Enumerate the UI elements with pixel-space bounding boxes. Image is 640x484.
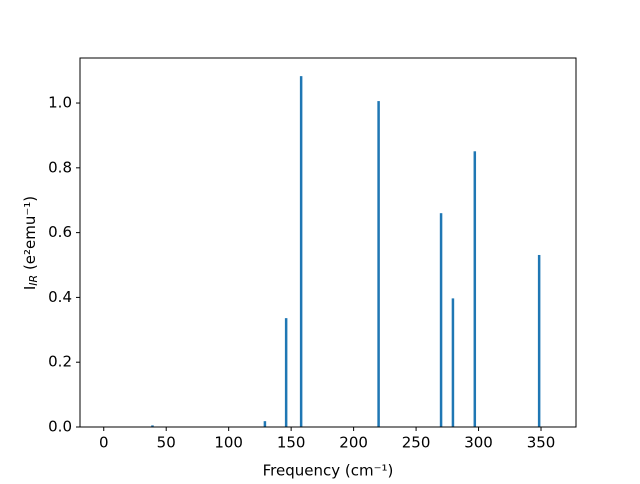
bar xyxy=(473,151,477,427)
y-tick-label: 0.6 xyxy=(48,223,72,241)
y-tick-label: 0.8 xyxy=(48,158,72,176)
y-axis-label: IIR (e²emu⁻¹) xyxy=(21,196,41,290)
bar xyxy=(377,101,380,427)
y-label-main: I xyxy=(21,286,39,290)
x-tick-label: 50 xyxy=(157,434,176,452)
x-tick-label: 150 xyxy=(277,434,306,452)
bar xyxy=(263,421,267,427)
y-label-unit: (e²emu⁻¹) xyxy=(21,196,39,275)
x-tick-label: 250 xyxy=(402,434,431,452)
y-tick-label: 0.0 xyxy=(48,418,72,436)
bar xyxy=(284,318,288,427)
x-tick-label: 350 xyxy=(527,434,556,452)
x-tick-label: 100 xyxy=(214,434,243,452)
x-tick-label: 200 xyxy=(339,434,368,452)
bar xyxy=(537,254,541,427)
plot-frame xyxy=(79,57,577,428)
x-tick-label: 300 xyxy=(464,434,493,452)
bar xyxy=(439,213,443,427)
bar xyxy=(151,425,154,427)
bar xyxy=(299,76,303,428)
y-tick-label: 0.4 xyxy=(48,288,72,306)
x-axis-label: Frequency (cm⁻¹) xyxy=(263,462,394,480)
y-tick-label: 1.0 xyxy=(48,94,72,112)
x-tick-label: 0 xyxy=(99,434,109,452)
y-tick-label: 0.2 xyxy=(48,353,72,371)
bar xyxy=(451,298,455,427)
y-label-sub: IR xyxy=(27,275,40,286)
